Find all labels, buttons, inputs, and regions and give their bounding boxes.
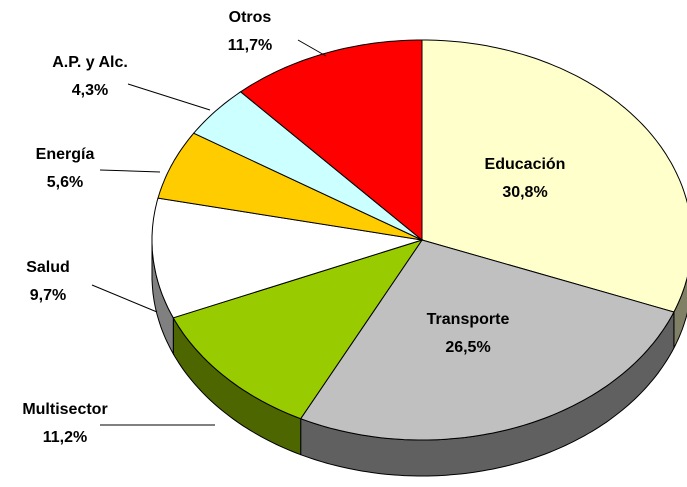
slice-label: Transporte bbox=[427, 311, 510, 328]
slice-label: Salud bbox=[26, 259, 70, 276]
slice bbox=[421, 39, 687, 313]
slice bbox=[151, 197, 423, 319]
slice-label: Energía bbox=[36, 146, 95, 163]
slice-label: Multisector bbox=[22, 401, 107, 418]
slice bbox=[239, 39, 423, 242]
slice-label: Educación bbox=[485, 156, 566, 173]
leader-line bbox=[127, 83, 211, 111]
slice-value-label: 11,2% bbox=[43, 429, 87, 446]
slice-label: Otros bbox=[229, 9, 272, 26]
slice bbox=[157, 132, 423, 241]
slice-value-label: 30,8% bbox=[502, 184, 547, 201]
slice bbox=[172, 239, 424, 420]
slice-value-label: 9,7% bbox=[30, 287, 66, 304]
leader-line bbox=[99, 169, 161, 173]
slice-value-label: 4,3% bbox=[72, 82, 108, 99]
slice bbox=[192, 91, 423, 241]
slice-value-label: 5,6% bbox=[47, 174, 83, 191]
leader-line bbox=[91, 284, 158, 313]
leader-line bbox=[297, 39, 327, 57]
slice-label: A.P. y Alc. bbox=[52, 54, 128, 71]
slice-value-label: 11,7% bbox=[228, 37, 272, 54]
slice bbox=[299, 239, 675, 441]
slice-value-label: 26,5% bbox=[445, 339, 490, 356]
